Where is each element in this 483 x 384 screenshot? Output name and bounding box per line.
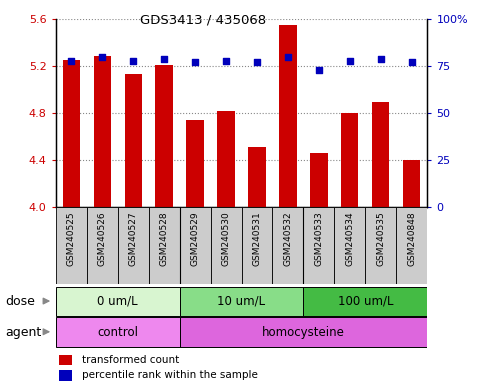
Point bbox=[253, 60, 261, 66]
Bar bbox=[180, 318, 427, 347]
Bar bbox=[59, 370, 72, 381]
Text: GSM240528: GSM240528 bbox=[159, 211, 169, 266]
Text: 10 um/L: 10 um/L bbox=[217, 295, 266, 308]
Text: 0 um/L: 0 um/L bbox=[97, 295, 138, 308]
Bar bbox=[248, 147, 266, 207]
Text: GDS3413 / 435068: GDS3413 / 435068 bbox=[140, 13, 266, 26]
Bar bbox=[156, 65, 172, 207]
Bar bbox=[186, 120, 203, 207]
Bar bbox=[94, 56, 111, 207]
Text: GSM240529: GSM240529 bbox=[190, 211, 199, 266]
Text: GSM240535: GSM240535 bbox=[376, 211, 385, 266]
Bar bbox=[242, 207, 272, 284]
Point bbox=[129, 58, 137, 64]
Bar bbox=[117, 207, 149, 284]
Bar bbox=[149, 207, 180, 284]
Text: GSM240526: GSM240526 bbox=[98, 211, 107, 266]
Point bbox=[377, 56, 385, 62]
Point bbox=[222, 58, 230, 64]
Bar bbox=[180, 207, 211, 284]
Bar bbox=[403, 160, 421, 207]
Text: percentile rank within the sample: percentile rank within the sample bbox=[82, 370, 257, 381]
Bar bbox=[372, 101, 389, 207]
Point bbox=[284, 54, 292, 60]
Bar bbox=[303, 287, 427, 316]
Bar bbox=[180, 287, 303, 316]
Text: GSM240530: GSM240530 bbox=[222, 211, 230, 266]
Bar bbox=[397, 207, 427, 284]
Text: agent: agent bbox=[5, 326, 41, 339]
Bar bbox=[341, 113, 358, 207]
Bar bbox=[334, 207, 366, 284]
Bar bbox=[217, 111, 235, 207]
Point bbox=[67, 58, 75, 64]
Bar bbox=[366, 207, 397, 284]
Text: dose: dose bbox=[5, 295, 35, 308]
Text: GSM240525: GSM240525 bbox=[67, 211, 75, 266]
Text: GSM240531: GSM240531 bbox=[253, 211, 261, 266]
Text: 100 um/L: 100 um/L bbox=[338, 295, 393, 308]
Bar bbox=[59, 355, 72, 365]
Bar bbox=[311, 153, 327, 207]
Point bbox=[408, 60, 416, 66]
Text: GSM240533: GSM240533 bbox=[314, 211, 324, 266]
Point bbox=[98, 54, 106, 60]
Bar bbox=[56, 207, 86, 284]
Bar bbox=[280, 25, 297, 207]
Point bbox=[160, 56, 168, 62]
Point bbox=[315, 67, 323, 73]
Bar bbox=[56, 318, 180, 347]
Bar bbox=[86, 207, 117, 284]
Text: GSM240532: GSM240532 bbox=[284, 211, 293, 266]
Text: control: control bbox=[97, 326, 138, 339]
Text: GSM240848: GSM240848 bbox=[408, 211, 416, 266]
Bar bbox=[211, 207, 242, 284]
Point bbox=[191, 60, 199, 66]
Bar bbox=[125, 74, 142, 207]
Text: GSM240534: GSM240534 bbox=[345, 211, 355, 266]
Bar bbox=[62, 60, 80, 207]
Bar bbox=[272, 207, 303, 284]
Bar bbox=[303, 207, 334, 284]
Text: homocysteine: homocysteine bbox=[262, 326, 345, 339]
Bar bbox=[56, 287, 180, 316]
Text: GSM240527: GSM240527 bbox=[128, 211, 138, 266]
Point bbox=[346, 58, 354, 64]
Text: transformed count: transformed count bbox=[82, 355, 179, 365]
